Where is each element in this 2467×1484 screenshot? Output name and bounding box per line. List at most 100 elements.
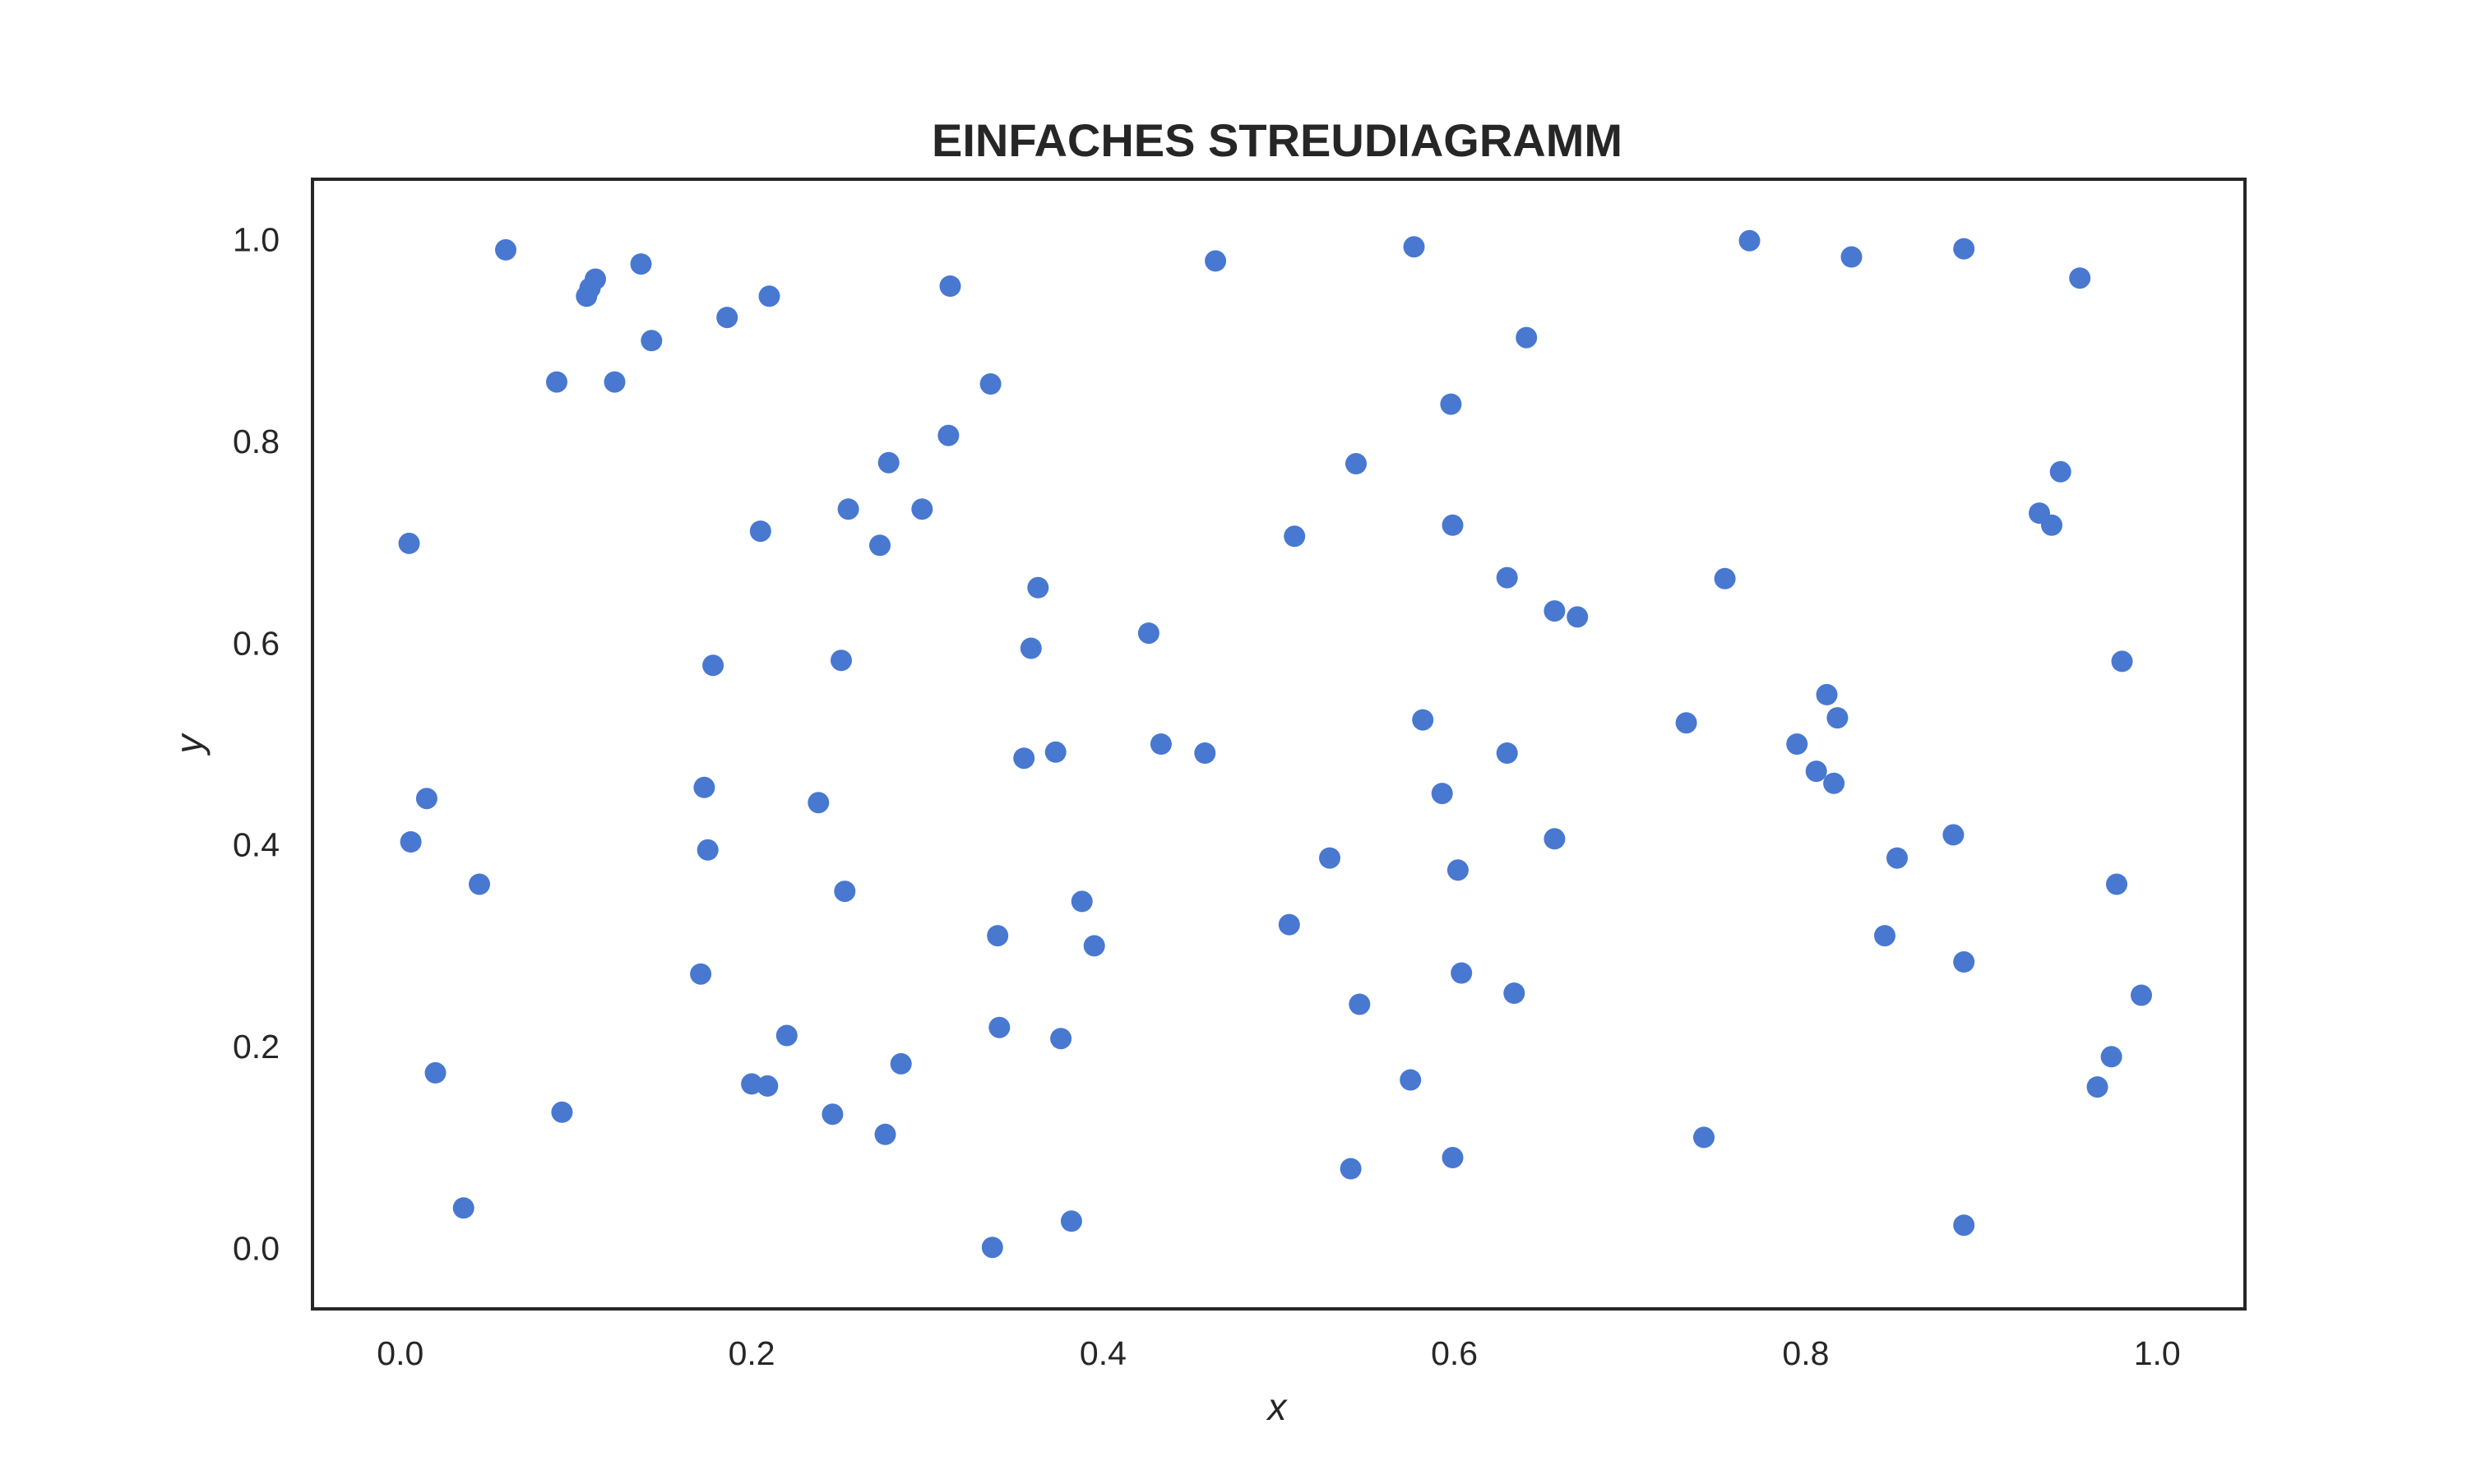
data-point — [2069, 267, 2091, 289]
data-point — [758, 285, 780, 307]
data-point — [1345, 453, 1367, 474]
data-point — [939, 275, 961, 297]
data-point — [1284, 525, 1306, 548]
data-point — [630, 253, 652, 275]
data-point — [585, 268, 606, 290]
data-point — [1400, 1069, 1422, 1091]
data-point — [749, 520, 771, 543]
data-point — [452, 1197, 474, 1219]
y-tick-label: 0.4 — [233, 826, 280, 864]
data-point — [469, 873, 490, 895]
data-point — [1205, 250, 1227, 272]
data-point — [834, 881, 856, 903]
data-point — [2111, 650, 2133, 673]
data-point — [1826, 707, 1849, 729]
chart-title: EINFACHES STREUDIAGRAMM — [932, 114, 1622, 166]
data-point — [641, 330, 663, 352]
data-point — [1496, 742, 1518, 764]
data-point — [424, 1061, 447, 1084]
data-point — [877, 451, 900, 474]
x-axis-label: x — [1266, 1385, 1289, 1428]
data-point — [2049, 460, 2071, 483]
x-tick-label: 1.0 — [2134, 1334, 2181, 1372]
data-point — [1083, 935, 1105, 957]
y-tick-label: 0.0 — [233, 1229, 280, 1267]
data-point — [2100, 1046, 2122, 1068]
data-point — [1060, 1210, 1082, 1232]
data-point — [2131, 984, 2152, 1006]
data-point — [1675, 712, 1697, 734]
data-point — [1516, 326, 1538, 349]
x-axis-ticks: 0.0 0.2 0.4 0.6 0.8 1.0 — [377, 1334, 2180, 1372]
x-tick-label: 0.2 — [729, 1334, 775, 1372]
data-point — [822, 1103, 844, 1126]
y-tick-label: 1.0 — [233, 221, 280, 259]
x-tick-label: 0.0 — [377, 1334, 424, 1372]
data-point — [1805, 760, 1827, 783]
y-tick-label: 0.8 — [233, 423, 280, 460]
data-point — [2086, 1076, 2108, 1098]
data-point — [874, 1123, 896, 1145]
data-point — [1027, 576, 1049, 599]
data-point — [1874, 925, 1895, 947]
data-point — [1340, 1158, 1362, 1180]
data-point — [702, 654, 724, 677]
data-point — [1044, 741, 1067, 763]
data-point — [716, 307, 738, 329]
data-point — [1738, 229, 1761, 252]
data-point — [1840, 246, 1863, 268]
data-point — [979, 373, 1002, 395]
data-point — [1050, 1028, 1072, 1050]
data-point — [1020, 637, 1042, 659]
data-point — [690, 963, 712, 985]
data-point — [1567, 606, 1589, 628]
y-tick-label: 0.6 — [233, 624, 280, 662]
data-point — [808, 792, 830, 814]
data-point — [1194, 742, 1216, 764]
data-point — [988, 1016, 1011, 1038]
data-point — [1278, 913, 1300, 936]
data-point — [398, 532, 420, 554]
y-axis-ticks: 0.0 0.2 0.4 0.6 0.8 1.0 — [233, 221, 280, 1268]
data-point — [2106, 873, 2127, 895]
data-point — [1442, 514, 1464, 536]
data-point — [1953, 238, 1975, 260]
data-point — [1693, 1126, 1715, 1149]
data-point — [1544, 828, 1566, 850]
data-point — [837, 498, 859, 520]
data-point — [981, 1237, 1003, 1259]
data-point — [697, 839, 719, 861]
data-point — [1137, 622, 1159, 645]
data-point — [1544, 600, 1566, 622]
data-point — [1942, 824, 1965, 846]
data-point — [1442, 1147, 1464, 1168]
x-tick-label: 0.4 — [1080, 1334, 1127, 1372]
data-point — [1071, 890, 1093, 913]
data-point — [937, 424, 960, 446]
data-point — [1349, 993, 1371, 1015]
data-point — [415, 788, 437, 810]
x-tick-label: 0.6 — [1431, 1334, 1478, 1372]
data-point — [911, 498, 933, 520]
points-layer — [398, 229, 2152, 1259]
data-point — [1440, 393, 1462, 415]
data-point — [604, 371, 626, 393]
data-point — [1150, 733, 1172, 755]
data-point — [495, 238, 516, 261]
data-point — [2041, 514, 2062, 536]
data-point — [1412, 709, 1434, 731]
data-point — [551, 1101, 573, 1123]
data-point — [831, 650, 852, 672]
data-point — [1431, 783, 1453, 805]
data-point — [1451, 962, 1473, 984]
data-point — [1823, 772, 1845, 794]
data-point — [775, 1024, 798, 1047]
data-point — [1816, 683, 1838, 705]
data-point — [1013, 747, 1035, 770]
data-point — [890, 1052, 912, 1075]
plot-frame — [311, 178, 2247, 1311]
data-point — [1953, 951, 1975, 973]
data-point — [1886, 847, 1908, 869]
data-point — [1403, 236, 1425, 258]
